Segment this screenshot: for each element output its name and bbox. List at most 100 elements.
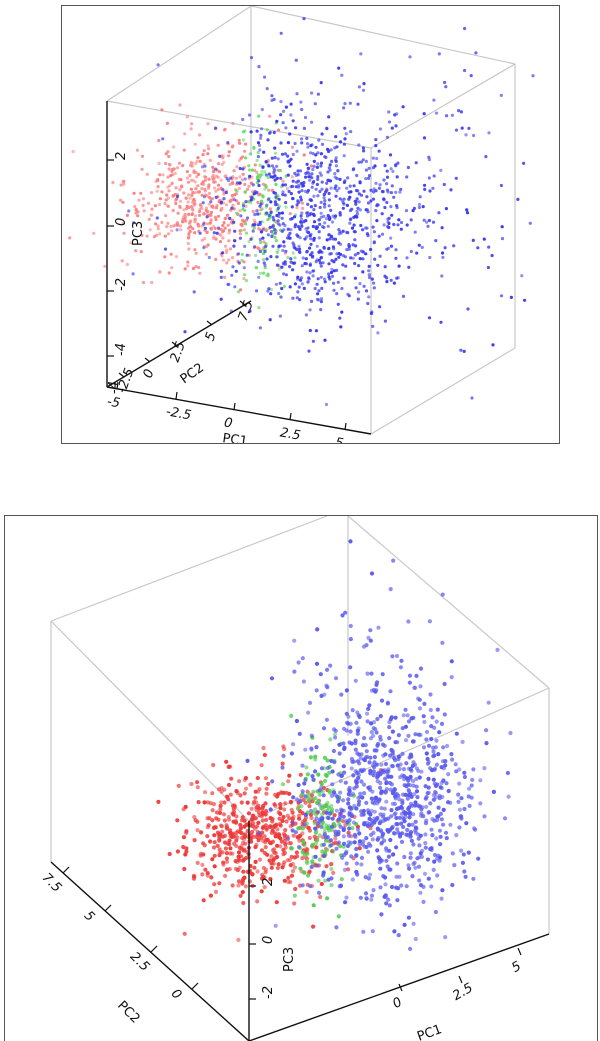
data-point	[200, 165, 205, 169]
data-point	[310, 299, 314, 303]
data-point	[134, 249, 138, 253]
data-point	[205, 800, 210, 805]
data-point	[460, 126, 464, 130]
data-point	[409, 218, 413, 222]
data-point	[231, 181, 235, 185]
data-point	[380, 768, 385, 773]
data-point	[410, 822, 415, 827]
data-point	[408, 767, 413, 772]
data-point	[408, 830, 414, 835]
data-point	[370, 837, 375, 842]
data-point	[522, 161, 526, 165]
data-point	[179, 178, 183, 182]
data-point	[191, 266, 195, 271]
data-point	[127, 209, 131, 213]
data-point	[184, 849, 189, 854]
data-point	[356, 795, 361, 800]
data-point	[273, 228, 277, 232]
data-point	[357, 143, 361, 147]
data-point	[243, 149, 247, 153]
data-point	[467, 126, 471, 130]
data-point	[276, 248, 280, 252]
data-point	[236, 883, 241, 888]
data-point	[418, 195, 422, 199]
data-point	[346, 721, 351, 726]
data-point	[414, 789, 420, 794]
data-point	[316, 890, 322, 895]
data-point	[207, 255, 211, 260]
data-point	[471, 767, 476, 772]
data-point	[316, 809, 321, 814]
data-point	[406, 619, 411, 624]
data-point	[487, 245, 491, 249]
data-point	[418, 666, 424, 671]
data-point	[134, 211, 138, 215]
data-point	[402, 819, 407, 824]
data-point	[314, 845, 319, 850]
data-point	[244, 822, 249, 827]
data-point	[361, 929, 366, 934]
data-point	[311, 777, 316, 782]
data-point	[484, 728, 489, 733]
data-point	[319, 256, 323, 260]
data-point	[376, 331, 380, 335]
data-point	[324, 773, 329, 778]
data-point	[295, 277, 300, 281]
data-point	[299, 195, 303, 199]
data-point	[292, 243, 296, 247]
data-point	[196, 156, 200, 160]
data-point	[247, 168, 252, 172]
data-point	[166, 232, 171, 236]
data-point	[327, 262, 331, 266]
data-point	[323, 205, 327, 209]
data-point	[383, 164, 387, 168]
data-point	[223, 127, 227, 131]
data-point	[295, 247, 299, 252]
data-point	[292, 855, 297, 860]
data-point	[320, 132, 324, 136]
data-point	[439, 320, 443, 324]
data-point	[296, 826, 301, 831]
data-point	[344, 264, 348, 268]
data-point	[310, 172, 314, 176]
data-point	[401, 824, 406, 830]
data-point	[402, 922, 407, 927]
data-point	[258, 249, 262, 254]
data-point	[393, 740, 398, 745]
data-point	[392, 756, 397, 761]
z-tick-label: 2	[114, 152, 129, 160]
data-point	[308, 262, 313, 266]
data-point	[348, 184, 352, 188]
data-point	[166, 221, 170, 225]
data-point	[397, 766, 402, 772]
data-point	[257, 179, 261, 183]
data-point	[387, 221, 391, 226]
data-point	[183, 132, 187, 136]
data-point	[325, 835, 330, 840]
data-point	[271, 857, 276, 862]
data-point	[264, 786, 269, 791]
data-point	[165, 225, 169, 229]
data-point	[160, 220, 164, 225]
data-point	[211, 845, 217, 850]
data-point	[166, 204, 170, 208]
data-point	[268, 130, 272, 134]
data-point	[314, 187, 318, 191]
data-point	[233, 229, 237, 233]
data-point	[500, 225, 504, 229]
data-point	[190, 161, 194, 165]
data-point	[205, 873, 210, 878]
data-point	[255, 190, 259, 194]
data-point	[431, 797, 436, 802]
data-point	[355, 731, 360, 736]
data-point	[327, 198, 331, 202]
data-point	[219, 269, 223, 273]
data-point	[246, 187, 250, 191]
data-point	[304, 765, 309, 770]
data-point	[399, 839, 405, 844]
data-point	[249, 130, 253, 134]
data-point	[317, 788, 322, 793]
data-point	[286, 875, 291, 880]
data-point	[392, 281, 396, 285]
data-point	[326, 805, 331, 810]
